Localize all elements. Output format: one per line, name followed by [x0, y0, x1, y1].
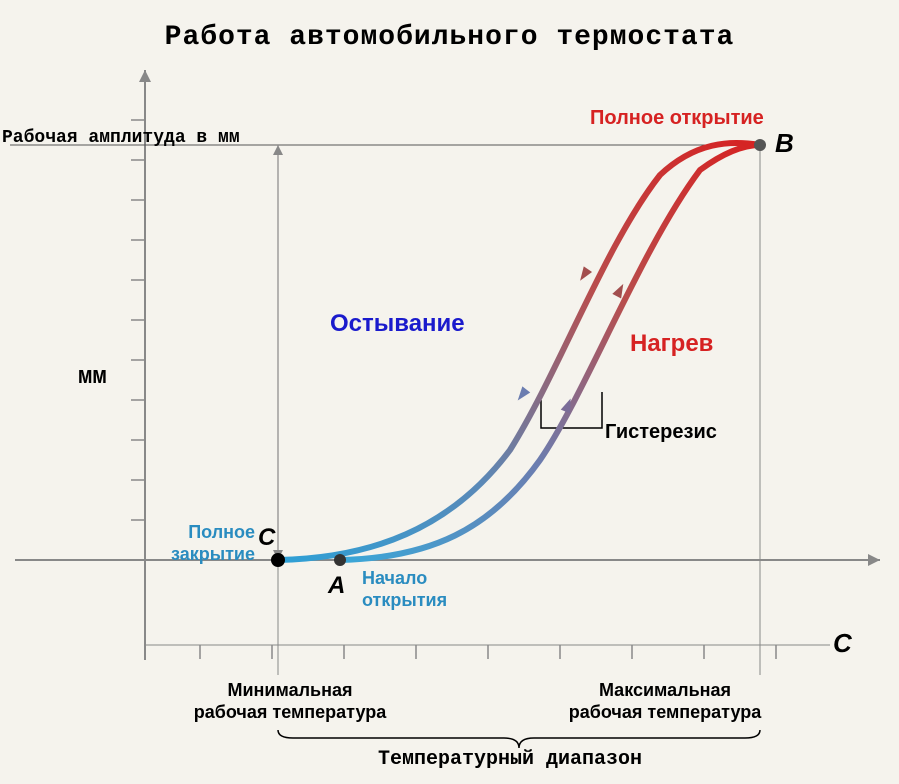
full-close-label: Полное закрытие — [155, 522, 255, 565]
point-b-label: B — [775, 128, 794, 159]
max-temp-label: Максимальная рабочая температура — [555, 680, 775, 723]
thermostat-chart — [0, 0, 899, 784]
start-open-label: Начало открытия — [362, 568, 447, 611]
diagram-container: Работа автомобильного термостата Рабочая… — [0, 0, 899, 784]
full-open-label: Полное открытие — [590, 106, 764, 130]
amplitude-label: Рабочая амплитуда в мм — [2, 128, 240, 150]
point-c-label: C — [258, 524, 275, 553]
x-axis-label: C — [833, 628, 852, 659]
hysteresis-label: Гистерезис — [605, 420, 717, 444]
temp-range-label: Температурный диапазон — [280, 748, 740, 772]
y-axis-label: мм — [78, 364, 107, 393]
point-a-label: A — [328, 572, 345, 601]
cooling-label: Остывание — [330, 310, 465, 339]
min-temp-label: Минимальная рабочая температура — [180, 680, 400, 723]
heating-label: Нагрев — [630, 330, 713, 359]
